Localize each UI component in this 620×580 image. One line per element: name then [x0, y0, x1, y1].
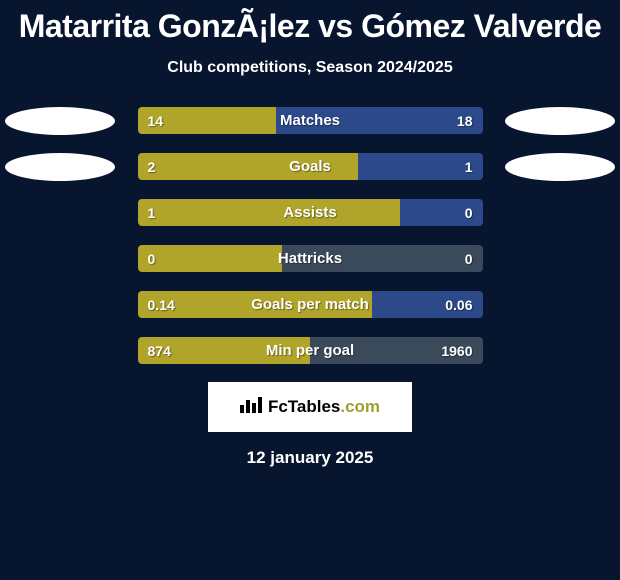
stat-row: Min per goal8741960 — [0, 337, 620, 364]
comparison-infographic: Matarrita GonzÃ¡lez vs Gómez Valverde Cl… — [0, 0, 620, 580]
stat-bar-left — [138, 337, 311, 364]
player-indicator-left — [5, 107, 115, 135]
stat-row: Goals21 — [0, 153, 620, 180]
player-indicator-left — [5, 153, 115, 181]
stat-row: Goals per match0.140.06 — [0, 291, 620, 318]
stat-bar-track: Assists10 — [138, 199, 483, 226]
stat-bar-left — [138, 245, 283, 272]
page-title: Matarrita GonzÃ¡lez vs Gómez Valverde — [19, 8, 602, 45]
stat-bar-left — [138, 291, 373, 318]
stat-bar-right — [400, 199, 483, 226]
stat-bar-right — [310, 337, 483, 364]
stat-bar-track: Hattricks00 — [138, 245, 483, 272]
stat-row: Assists10 — [0, 199, 620, 226]
page-subtitle: Club competitions, Season 2024/2025 — [167, 59, 452, 77]
stat-bar-right — [372, 291, 482, 318]
brand-badge: FcTables.com — [208, 382, 412, 432]
stat-bar-right — [358, 153, 482, 180]
stat-bar-left — [138, 107, 276, 134]
date-text: 12 january 2025 — [247, 448, 374, 468]
brand-suffix: .com — [340, 397, 380, 416]
player-indicator-right — [505, 107, 615, 135]
stat-row: Matches1418 — [0, 107, 620, 134]
stats-bars: Matches1418 Goals21 Assists10 Hattricks00 Go… — [0, 107, 620, 364]
player-indicator-right — [505, 153, 615, 181]
stat-bar-left — [138, 153, 359, 180]
stat-bar-track: Goals per match0.140.06 — [138, 291, 483, 318]
brand-bars-icon — [240, 395, 262, 419]
brand-text: FcTables.com — [268, 397, 380, 417]
stat-bar-track: Matches1418 — [138, 107, 483, 134]
stat-bar-right — [276, 107, 483, 134]
stat-bar-track: Min per goal8741960 — [138, 337, 483, 364]
stat-bar-track: Goals21 — [138, 153, 483, 180]
stat-bar-left — [138, 199, 400, 226]
stat-row: Hattricks00 — [0, 245, 620, 272]
brand-name: FcTables — [268, 397, 340, 416]
stat-bar-right — [282, 245, 482, 272]
